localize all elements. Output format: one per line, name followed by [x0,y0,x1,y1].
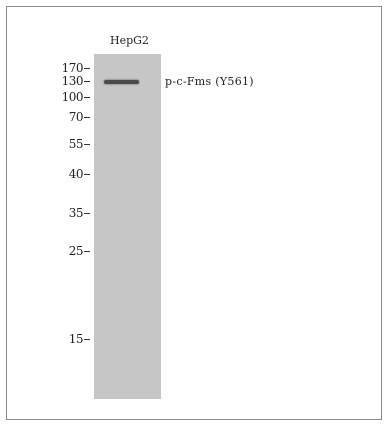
marker-25: 25 [30,244,90,258]
protein-band [104,80,139,84]
marker-55: 55 [30,137,90,151]
marker-15: 15 [30,332,90,346]
gel-lane [94,54,161,399]
marker-100: 100 [30,90,90,104]
marker-70: 70 [30,110,90,124]
marker-35: 35 [30,206,90,220]
marker-170: 170 [30,61,90,75]
figure-frame [6,6,382,420]
marker-40: 40 [30,167,90,181]
sample-label: HepG2 [110,34,149,47]
target-label: p-c-Fms (Y561) [165,75,254,88]
marker-130: 130 [30,74,90,88]
